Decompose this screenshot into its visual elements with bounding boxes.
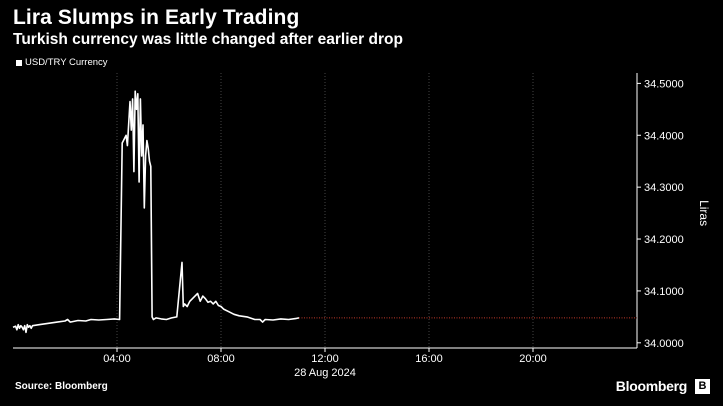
series-line-usd-try xyxy=(12,90,300,334)
y-tick-label: 34.3000 xyxy=(644,182,684,194)
chart-title: Lira Slumps in Early Trading xyxy=(13,6,300,29)
x-tick-label: 12:00 xyxy=(311,353,339,365)
bloomberg-badge-icon: B xyxy=(695,379,710,394)
x-tick-label: 08:00 xyxy=(207,353,235,365)
x-tick-label: 16:00 xyxy=(415,353,443,365)
y-tick-label: 34.4000 xyxy=(644,130,684,142)
y-tick-label: 34.1000 xyxy=(644,286,684,298)
y-tick-label: 34.0000 xyxy=(644,338,684,350)
legend-label: USD/TRY Currency xyxy=(25,57,108,68)
chart-subtitle: Turkish currency was little changed afte… xyxy=(13,31,403,48)
bloomberg-logo: Bloomberg xyxy=(615,378,688,394)
x-tick-label: 04:00 xyxy=(103,353,131,365)
source-note: Source: Bloomberg xyxy=(15,381,108,392)
legend: USD/TRY Currency xyxy=(16,57,108,68)
x-axis-label: 28 Aug 2024 xyxy=(294,367,356,379)
x-tick-label: 20:00 xyxy=(519,353,547,365)
y-axis-title: Liras xyxy=(697,200,711,226)
legend-swatch xyxy=(16,59,22,66)
y-tick-label: 34.5000 xyxy=(644,78,684,90)
y-tick-label: 34.2000 xyxy=(644,234,684,246)
